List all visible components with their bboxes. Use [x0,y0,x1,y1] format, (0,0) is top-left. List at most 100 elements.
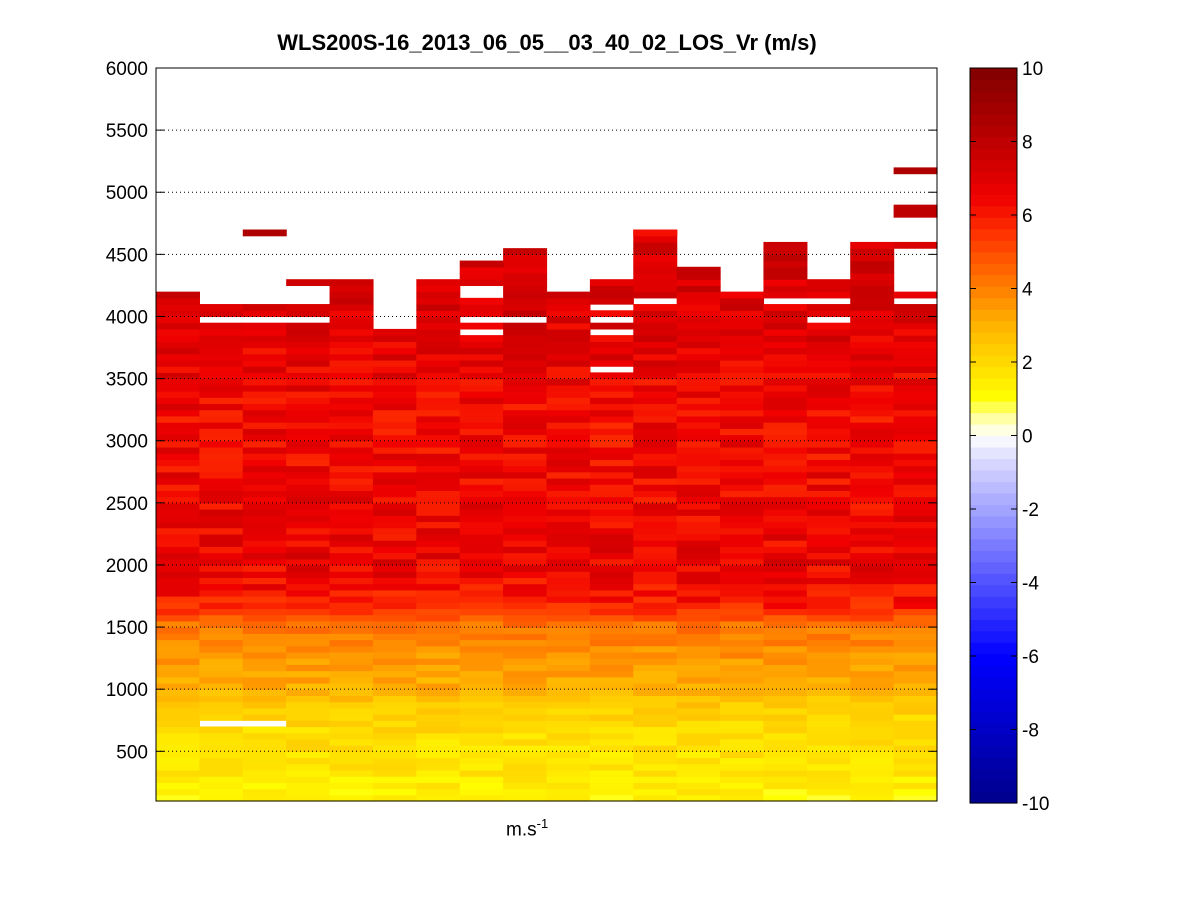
heatmap-cell [850,471,895,479]
heatmap-cell [850,639,895,647]
heatmap-cell [242,732,287,740]
heatmap-cell [503,471,548,479]
heatmap-cell [329,484,374,491]
heatmap-cell [720,384,765,392]
heatmap-cell [199,490,244,498]
heatmap-cell [372,471,417,479]
heatmap-cell [242,384,287,392]
heatmap-cell [893,670,938,678]
heatmap-cell [503,682,548,690]
heatmap-cell [763,459,808,467]
heatmap-cell [763,589,808,597]
heatmap-cell [850,434,895,442]
heatmap-cell-isolated [893,167,938,175]
heatmap-cell [893,720,938,728]
heatmap-cell [199,608,244,616]
heatmap-cell [633,515,678,523]
heatmap-cell [459,341,504,349]
heatmap-cell [242,490,287,498]
heatmap-cell [893,409,938,417]
heatmap-cell [329,322,374,330]
heatmap-cell [633,496,678,504]
colorbar-segment [970,745,1017,758]
heatmap-cell [893,620,938,628]
heatmap-cell [893,471,938,479]
heatmap-cell [720,347,765,355]
colorbar-segment [970,435,1017,448]
heatmap-cell [242,533,287,541]
heatmap-cell [286,409,331,417]
heatmap-cell [503,583,548,591]
heatmap-cell [503,738,548,746]
heatmap-cell [286,422,331,429]
heatmap-cell [720,782,765,790]
colorbar-segment [970,469,1017,483]
heatmap-cell [633,701,678,709]
heatmap-cell [286,689,331,696]
heatmap-cell [850,291,895,299]
heatmap-cell [329,403,374,411]
heatmap-cell [589,403,634,411]
heatmap-cell [720,577,765,585]
heatmap-cell [806,347,851,355]
heatmap-cell [503,689,548,696]
heatmap-cell [546,490,591,498]
heatmap-cell [589,372,634,380]
colorbar-segment [970,378,1017,391]
heatmap-cell [503,285,548,293]
heatmap-cell [416,297,461,305]
heatmap-cell [850,527,895,535]
heatmap-cell [893,602,938,610]
heatmap-cell [372,490,417,498]
heatmap-cell [503,434,548,442]
y-tick-label: 500 [116,742,148,763]
heatmap-cell [676,285,721,293]
y-tick-label: 1000 [106,680,148,701]
heatmap-cell [546,459,591,467]
heatmap-cell [633,428,678,436]
heatmap-cell [633,434,678,442]
heatmap-cell [676,272,721,280]
heatmap-cell [372,701,417,709]
heatmap-cell [329,540,374,547]
heatmap-cell [199,633,244,641]
heatmap-cell [633,614,678,622]
heatmap-cell [806,335,851,342]
heatmap-cell [893,738,938,746]
heatmap-cell [893,341,938,349]
heatmap-cell [589,322,634,330]
heatmap-cell [416,347,461,355]
heatmap-cell [589,732,634,740]
heatmap-cell [893,515,938,523]
heatmap-cell [546,316,591,324]
heatmap-cell [893,695,938,703]
heatmap-cell [633,732,678,740]
heatmap-cell [806,391,851,398]
heatmap-cell [676,366,721,373]
heatmap-cell [156,583,200,591]
heatmap-cell [242,602,287,610]
heatmap-cell [676,627,721,634]
heatmap-cell [503,521,548,529]
heatmap-cell [459,732,504,740]
heatmap-cell [763,477,808,485]
heatmap-cell [199,440,244,448]
heatmap-cell [720,614,765,622]
heatmap-cell [546,695,591,703]
heatmap-cell [372,788,417,796]
heatmap-cell [459,533,504,541]
heatmap-cell [416,471,461,479]
heatmap-cell [546,322,591,330]
heatmap-cell [286,403,331,411]
heatmap-cell [503,769,548,777]
heatmap-cell [893,639,938,647]
heatmap-cell [546,769,591,777]
heatmap-cell [546,689,591,696]
heatmap-cell [763,782,808,790]
heatmap-cell [329,726,374,734]
heatmap-cell [416,695,461,703]
heatmap-cell [589,571,634,578]
heatmap-cell [893,757,938,765]
heatmap-cell [633,310,678,318]
heatmap-cell [416,322,461,330]
